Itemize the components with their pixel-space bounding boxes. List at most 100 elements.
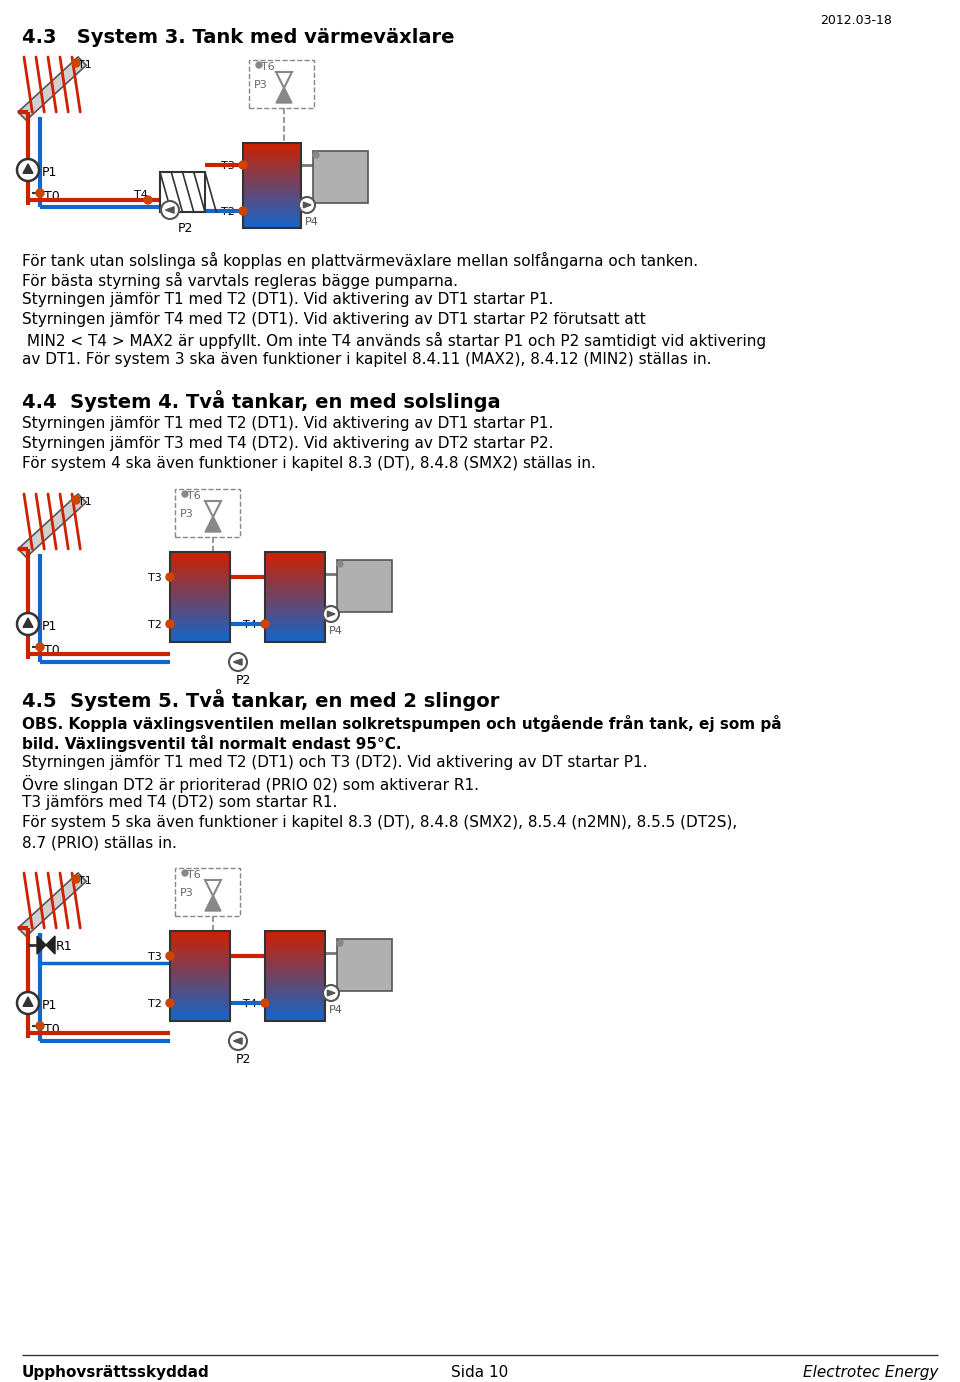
Bar <box>170 586 230 587</box>
Circle shape <box>182 871 188 876</box>
Bar <box>170 633 230 634</box>
Polygon shape <box>23 164 33 173</box>
Bar <box>265 582 325 583</box>
Bar <box>170 999 230 1001</box>
Bar <box>265 567 325 568</box>
Circle shape <box>36 643 44 651</box>
Polygon shape <box>205 515 221 532</box>
Text: T4: T4 <box>243 621 257 630</box>
Bar <box>170 616 230 618</box>
Bar <box>265 1013 325 1014</box>
Bar <box>265 1010 325 1012</box>
Bar <box>265 564 325 565</box>
Bar <box>170 583 230 585</box>
Bar <box>170 598 230 600</box>
Text: P1: P1 <box>42 621 58 633</box>
Bar <box>170 991 230 992</box>
Bar <box>170 958 230 959</box>
Bar <box>265 1009 325 1010</box>
Bar <box>170 590 230 591</box>
Bar <box>265 931 325 933</box>
Bar <box>265 970 325 972</box>
Bar <box>170 605 230 608</box>
Bar <box>243 146 301 148</box>
Bar <box>243 225 301 227</box>
Bar <box>170 585 230 586</box>
Bar <box>170 956 230 958</box>
Bar <box>170 934 230 936</box>
Bar <box>265 958 325 959</box>
Bar <box>265 556 325 557</box>
Bar <box>265 988 325 990</box>
Bar <box>170 572 230 574</box>
Bar <box>265 638 325 640</box>
Bar <box>265 992 325 994</box>
Bar <box>243 142 301 228</box>
Bar <box>243 152 301 153</box>
Bar <box>243 218 301 220</box>
Bar <box>170 992 230 994</box>
Text: P3: P3 <box>180 889 194 898</box>
Bar <box>170 603 230 604</box>
Circle shape <box>313 152 319 158</box>
Bar <box>313 151 368 203</box>
Text: T1: T1 <box>78 498 92 507</box>
Bar <box>170 973 230 974</box>
Circle shape <box>72 59 80 66</box>
Bar <box>265 596 325 597</box>
Bar <box>265 1019 325 1020</box>
Bar <box>170 638 230 640</box>
Bar <box>170 567 230 568</box>
Bar <box>170 621 230 622</box>
Bar <box>243 155 301 156</box>
Bar <box>265 569 325 572</box>
Bar <box>170 597 230 598</box>
Bar <box>243 214 301 216</box>
Bar <box>170 562 230 564</box>
Bar <box>170 995 230 996</box>
Text: T6: T6 <box>187 871 201 880</box>
Bar <box>265 966 325 967</box>
Text: 2012.03-18: 2012.03-18 <box>820 14 892 28</box>
Bar <box>170 960 230 962</box>
Bar <box>265 941 325 943</box>
Bar <box>170 580 230 582</box>
Bar <box>265 949 325 951</box>
Bar <box>170 977 230 978</box>
Text: T6: T6 <box>187 491 201 502</box>
Bar <box>170 614 230 615</box>
Text: P1: P1 <box>42 166 58 180</box>
Text: 4.5  System 5. Två tankar, en med 2 slingor: 4.5 System 5. Två tankar, en med 2 sling… <box>22 690 499 710</box>
Bar <box>265 621 325 622</box>
Bar <box>265 940 325 941</box>
Bar <box>265 627 325 629</box>
Bar <box>243 198 301 199</box>
Bar <box>243 166 301 167</box>
Bar <box>265 626 325 627</box>
Text: Styrningen jämför T1 med T2 (DT1). Vid aktivering av DT1 startar P1.: Styrningen jämför T1 med T2 (DT1). Vid a… <box>22 292 553 307</box>
Circle shape <box>36 1023 44 1030</box>
Bar <box>265 980 325 983</box>
Text: T3: T3 <box>148 574 161 583</box>
Bar <box>170 626 230 627</box>
Bar <box>170 994 230 995</box>
Bar <box>243 185 301 187</box>
Text: T4: T4 <box>134 189 148 200</box>
Bar <box>170 1005 230 1006</box>
Bar <box>265 978 325 980</box>
Bar <box>170 936 230 937</box>
Bar <box>170 600 230 601</box>
Polygon shape <box>327 611 335 616</box>
Text: P2: P2 <box>178 223 193 235</box>
Bar <box>243 189 301 191</box>
Bar <box>170 940 230 941</box>
Bar <box>243 216 301 217</box>
Bar <box>243 151 301 152</box>
Bar <box>265 1002 325 1003</box>
Bar <box>243 148 301 149</box>
Bar <box>265 934 325 936</box>
Text: Styrningen jämför T1 med T2 (DT1) och T3 (DT2). Vid aktivering av DT startar P1.: Styrningen jämför T1 med T2 (DT1) och T3… <box>22 755 647 770</box>
Bar <box>243 217 301 218</box>
Bar <box>170 1010 230 1012</box>
Bar <box>170 959 230 960</box>
